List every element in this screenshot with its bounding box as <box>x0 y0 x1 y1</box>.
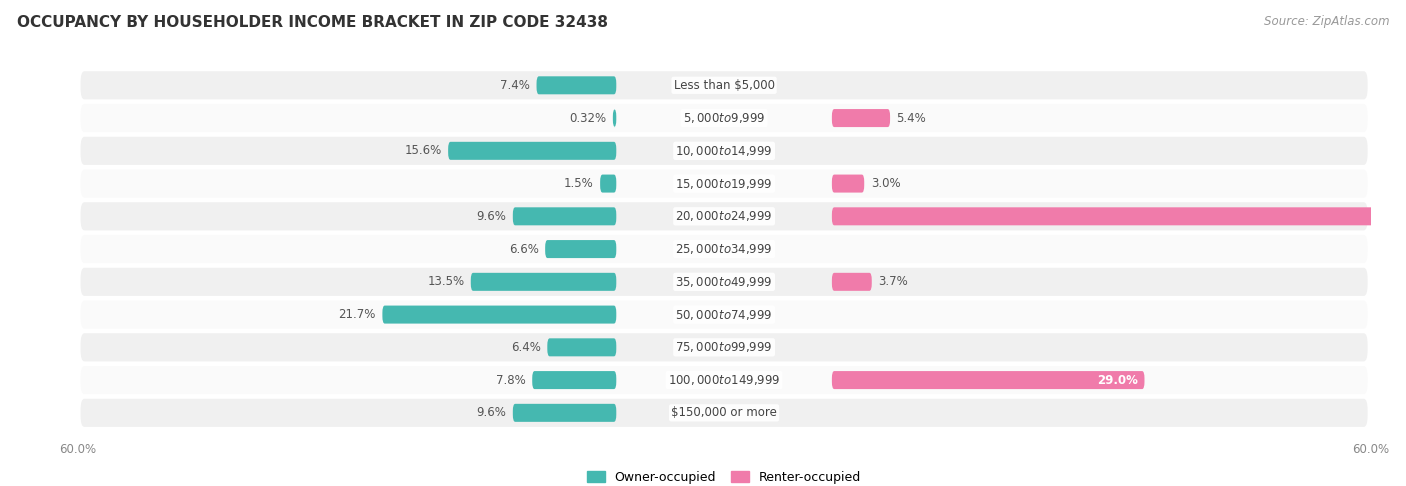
FancyBboxPatch shape <box>80 399 1368 427</box>
FancyBboxPatch shape <box>80 235 1368 263</box>
FancyBboxPatch shape <box>80 300 1368 329</box>
FancyBboxPatch shape <box>382 306 616 324</box>
FancyBboxPatch shape <box>547 338 616 356</box>
FancyBboxPatch shape <box>449 142 616 160</box>
Text: 3.7%: 3.7% <box>879 276 908 288</box>
Text: 13.5%: 13.5% <box>427 276 464 288</box>
Text: 29.0%: 29.0% <box>1097 374 1137 386</box>
Legend: Owner-occupied, Renter-occupied: Owner-occupied, Renter-occupied <box>588 471 860 484</box>
Text: $150,000 or more: $150,000 or more <box>671 406 778 419</box>
Text: $50,000 to $74,999: $50,000 to $74,999 <box>675 308 773 322</box>
FancyBboxPatch shape <box>80 202 1368 230</box>
Text: $25,000 to $34,999: $25,000 to $34,999 <box>675 242 773 256</box>
FancyBboxPatch shape <box>513 208 616 226</box>
FancyBboxPatch shape <box>832 208 1406 226</box>
Text: $100,000 to $149,999: $100,000 to $149,999 <box>668 373 780 387</box>
Text: 0.32%: 0.32% <box>569 112 606 124</box>
FancyBboxPatch shape <box>600 174 616 192</box>
FancyBboxPatch shape <box>80 333 1368 362</box>
Text: 7.8%: 7.8% <box>496 374 526 386</box>
FancyBboxPatch shape <box>832 109 890 127</box>
FancyBboxPatch shape <box>533 371 616 389</box>
Text: 9.6%: 9.6% <box>477 210 506 223</box>
Text: 21.7%: 21.7% <box>339 308 375 321</box>
FancyBboxPatch shape <box>832 174 865 192</box>
FancyBboxPatch shape <box>613 109 616 127</box>
FancyBboxPatch shape <box>80 137 1368 165</box>
Text: 6.4%: 6.4% <box>510 341 541 354</box>
FancyBboxPatch shape <box>80 104 1368 132</box>
FancyBboxPatch shape <box>537 76 616 94</box>
Text: $5,000 to $9,999: $5,000 to $9,999 <box>683 111 765 125</box>
FancyBboxPatch shape <box>832 371 1144 389</box>
FancyBboxPatch shape <box>80 268 1368 296</box>
Text: 7.4%: 7.4% <box>501 79 530 92</box>
Text: $75,000 to $99,999: $75,000 to $99,999 <box>675 340 773 354</box>
FancyBboxPatch shape <box>471 273 616 291</box>
Text: Source: ZipAtlas.com: Source: ZipAtlas.com <box>1264 15 1389 28</box>
FancyBboxPatch shape <box>513 404 616 422</box>
Text: 1.5%: 1.5% <box>564 177 593 190</box>
Text: 15.6%: 15.6% <box>405 144 441 157</box>
Text: 6.6%: 6.6% <box>509 243 538 256</box>
Text: $20,000 to $24,999: $20,000 to $24,999 <box>675 209 773 224</box>
Text: $15,000 to $19,999: $15,000 to $19,999 <box>675 176 773 191</box>
FancyBboxPatch shape <box>80 71 1368 100</box>
Text: $10,000 to $14,999: $10,000 to $14,999 <box>675 144 773 158</box>
FancyBboxPatch shape <box>80 170 1368 198</box>
Text: 5.4%: 5.4% <box>897 112 927 124</box>
Text: 3.0%: 3.0% <box>870 177 900 190</box>
Text: 9.6%: 9.6% <box>477 406 506 419</box>
Text: $35,000 to $49,999: $35,000 to $49,999 <box>675 275 773 289</box>
FancyBboxPatch shape <box>80 366 1368 394</box>
FancyBboxPatch shape <box>546 240 616 258</box>
Text: OCCUPANCY BY HOUSEHOLDER INCOME BRACKET IN ZIP CODE 32438: OCCUPANCY BY HOUSEHOLDER INCOME BRACKET … <box>17 15 607 30</box>
Text: Less than $5,000: Less than $5,000 <box>673 79 775 92</box>
FancyBboxPatch shape <box>832 273 872 291</box>
